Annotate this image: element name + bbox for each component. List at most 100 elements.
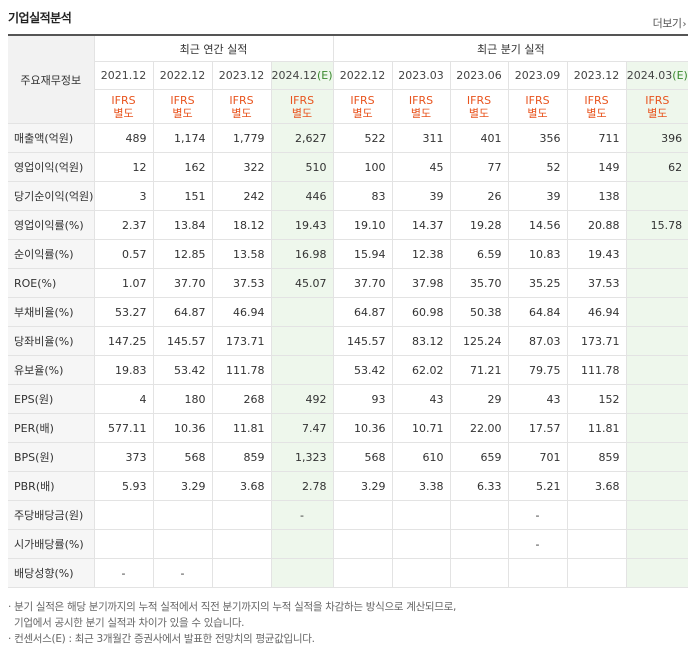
table-row: BPS(원) 373 568 859 1,323 568 610 659 701 859 xyxy=(8,442,689,472)
period-header: 2023.09 xyxy=(507,61,568,90)
table-cell: 35.70 xyxy=(449,268,509,298)
table-cell: 37.53 xyxy=(566,268,627,298)
table-cell: - xyxy=(152,558,213,588)
table-cell: 12 xyxy=(93,152,154,182)
table-cell: 162 xyxy=(152,152,213,182)
note-quarterly-cont: 기업에서 공시한 분기 실적과 차이가 있을 수 있습니다. xyxy=(14,617,245,629)
table-cell xyxy=(625,268,689,298)
table-cell xyxy=(625,500,689,530)
table-cell: 492 xyxy=(270,384,334,414)
table-cell: 53.42 xyxy=(152,355,213,385)
row-label: 배당성향(%) xyxy=(8,558,95,588)
table-cell: 6.59 xyxy=(449,239,509,269)
table-cell xyxy=(211,500,272,530)
table-cell: 83 xyxy=(332,181,393,211)
table-cell: 125.24 xyxy=(449,326,509,356)
table-cell: 568 xyxy=(152,442,213,472)
table-cell xyxy=(625,181,689,211)
chevron-right-icon: › xyxy=(682,19,687,30)
row-label: 당좌비율(%) xyxy=(8,326,95,356)
table-cell: 149 xyxy=(566,152,627,182)
table-cell: 52 xyxy=(507,152,568,182)
table-cell xyxy=(625,471,689,501)
standard-ifrs: IFRS xyxy=(408,93,434,107)
table-row: PER(배) 577.11 10.36 11.81 7.47 10.36 10.71 22.0… xyxy=(8,413,689,443)
table-cell: 11.81 xyxy=(211,413,272,443)
table-cell: 19.10 xyxy=(332,210,393,240)
standard-ifrs: IFRS xyxy=(645,93,670,107)
table-cell: 268 xyxy=(211,384,272,414)
table-cell xyxy=(625,384,689,414)
table-row: 당좌비율(%) 147.25 145.57 173.71 145.57 83.12 125.… xyxy=(8,326,689,356)
table-cell: 659 xyxy=(449,442,509,472)
row-label: 매출액(억원) xyxy=(8,123,95,153)
table-cell xyxy=(270,326,334,356)
table-cell: 3.68 xyxy=(211,471,272,501)
table-cell: - xyxy=(270,500,334,530)
table-cell: 2,627 xyxy=(270,123,334,153)
standard-separate: 별도 xyxy=(468,106,490,120)
row-header-label: 주요재무정보 xyxy=(8,34,95,124)
period-label: 2023.06 xyxy=(456,69,502,82)
table-cell: 522 xyxy=(332,123,393,153)
table-cell: 510 xyxy=(270,152,334,182)
row-label: 부채비율(%) xyxy=(8,297,95,327)
table-cell: 50.38 xyxy=(449,297,509,327)
period-label: 2023.03 xyxy=(398,69,444,82)
accounting-standard: IFRS 별도 xyxy=(507,89,568,124)
period-header: 2023.03 xyxy=(391,61,451,90)
table-cell: 1,323 xyxy=(270,442,334,472)
table-cell: 16.98 xyxy=(270,239,334,269)
table-cell: 19.43 xyxy=(566,239,627,269)
table-cell xyxy=(625,355,689,385)
table-cell: 152 xyxy=(566,384,627,414)
table-cell: 15.94 xyxy=(332,239,393,269)
table-cell xyxy=(270,558,334,588)
accounting-standard: IFRS 별도 xyxy=(94,89,154,124)
table-cell: 10.83 xyxy=(507,239,568,269)
row-label: ROE(%) xyxy=(8,268,95,298)
table-cell: 5.93 xyxy=(93,471,154,501)
table-cell: 83.12 xyxy=(391,326,451,356)
table-cell: 79.75 xyxy=(507,355,568,385)
table-row: PBR(배) 5.93 3.29 3.68 2.78 3.29 3.38 6.33 5.21 3.… xyxy=(8,471,689,501)
accounting-standard: IFRS 별도 xyxy=(566,89,627,124)
table-cell xyxy=(152,500,213,530)
period-header: 2023.06 xyxy=(449,61,509,90)
more-link[interactable]: 더보기› xyxy=(652,17,687,30)
group-header-row: 주요재무정보 최근 연간 실적 최근 분기 실적 xyxy=(8,34,689,124)
table-cell: 859 xyxy=(566,442,627,472)
table-cell: 396 xyxy=(625,123,689,153)
table-cell xyxy=(566,500,627,530)
table-cell: 356 xyxy=(507,123,568,153)
period-label: 2022.12 xyxy=(159,69,206,82)
table-cell: 37.70 xyxy=(332,268,393,298)
table-cell: 1.07 xyxy=(93,268,154,298)
table-cell: 11.81 xyxy=(566,413,627,443)
estimate-mark: (E) xyxy=(317,69,333,82)
table-cell: 14.56 xyxy=(507,210,568,240)
standard-separate: 별도 xyxy=(647,106,668,120)
group-header: 최근 분기 실적 xyxy=(332,34,689,62)
period-header: 2024.12(E) xyxy=(270,61,334,90)
standard-ifrs: IFRS xyxy=(466,93,492,107)
row-label: 시가배당률(%) xyxy=(8,529,95,559)
standard-separate: 별도 xyxy=(410,106,432,120)
table-cell: 29 xyxy=(449,384,509,414)
table-cell: 242 xyxy=(211,181,272,211)
table-cell xyxy=(625,442,689,472)
row-label: EPS(원) xyxy=(8,384,95,414)
table-cell: 568 xyxy=(332,442,393,472)
table-cell: 22.00 xyxy=(449,413,509,443)
table-cell: 39 xyxy=(391,181,451,211)
table-cell: 446 xyxy=(270,181,334,211)
table-cell xyxy=(270,355,334,385)
accounting-standard: IFRS 별도 xyxy=(211,89,272,124)
table-cell xyxy=(449,529,509,559)
table-cell xyxy=(449,500,509,530)
table-row: EPS(원) 4 180 268 492 93 43 29 43 152 xyxy=(8,384,689,414)
accounting-standard: IFRS 별도 xyxy=(391,89,451,124)
table-cell: 12.85 xyxy=(152,239,213,269)
accounting-standard: IFRS 별도 xyxy=(449,89,509,124)
table-cell: 2.37 xyxy=(93,210,154,240)
